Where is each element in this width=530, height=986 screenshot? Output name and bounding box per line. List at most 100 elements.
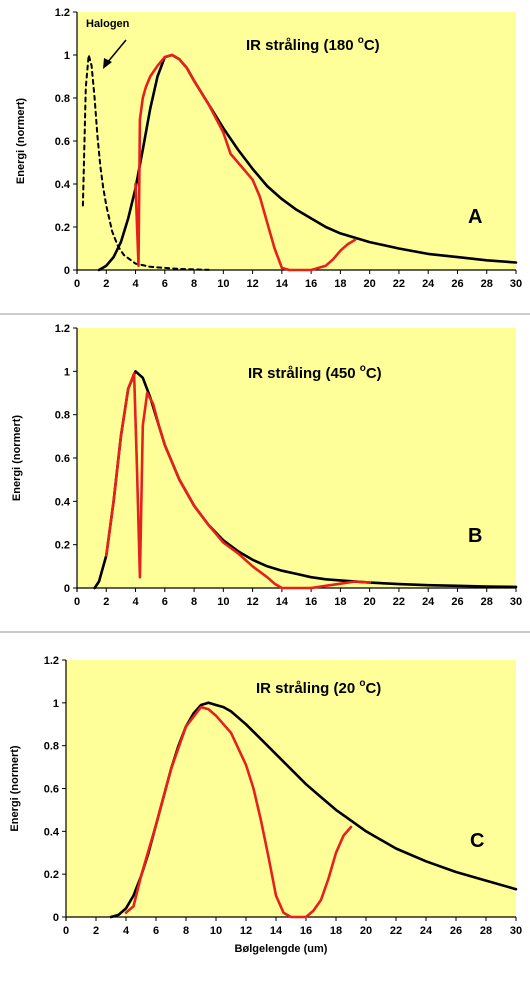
x-tick-label: 2 xyxy=(103,596,109,608)
y-tick-label: 0.8 xyxy=(55,93,70,105)
y-tick-label: 0.2 xyxy=(44,869,59,881)
y-tick-label: 0.8 xyxy=(55,410,70,422)
y-tick-label: 0.6 xyxy=(55,453,70,465)
x-tick-label: 6 xyxy=(162,596,168,608)
panel-title-text: IR stråling (450 xyxy=(248,365,360,382)
x-tick-label: 22 xyxy=(390,925,402,937)
absorption-series-line xyxy=(134,53,357,272)
panel-title-unit: C) xyxy=(366,365,382,382)
x-tick-label: 18 xyxy=(330,925,342,937)
absorption-series-line xyxy=(105,372,372,590)
x-tick-label: 30 xyxy=(510,925,522,937)
x-tick-label: 24 xyxy=(420,925,433,937)
y-axis-label: Energi (normert) xyxy=(9,745,21,832)
y-tick-label: 1 xyxy=(64,366,70,378)
x-tick-label: 0 xyxy=(63,925,69,937)
y-tick-label: 0.2 xyxy=(55,540,70,552)
x-tick-label: 22 xyxy=(393,278,405,290)
y-tick-label: 1.2 xyxy=(55,323,70,335)
panel-letter: B xyxy=(468,525,482,547)
x-tick-label: 14 xyxy=(276,278,289,290)
x-axis-label: Bølgelengde (um) xyxy=(235,943,328,955)
x-tick-label: 16 xyxy=(305,278,317,290)
y-tick-label: 0.4 xyxy=(44,826,60,838)
x-tick-label: 10 xyxy=(217,596,229,608)
x-tick-label: 22 xyxy=(393,596,405,608)
x-tick-label: 4 xyxy=(132,278,139,290)
y-tick-label: 0 xyxy=(64,583,70,595)
halogen-series-line xyxy=(81,54,210,271)
x-tick-label: 8 xyxy=(191,596,197,608)
x-tick-label: 12 xyxy=(246,278,258,290)
chart-panel-c: 00.20.40.60.811.20 2 4 6 8 10 12 14 16 18 20 22 24 26… xyxy=(9,655,522,955)
chart-panel-b: 00.20.40.60.811.20 2 4 6 8 10 12 14 16 18 20 22 24 26… xyxy=(11,323,522,608)
y-tick-label: 1.2 xyxy=(44,655,59,667)
x-tick-label: 26 xyxy=(450,925,462,937)
plot-area xyxy=(77,328,516,588)
panel-title-text: IR stråling (180 xyxy=(246,37,358,54)
annotation-arrow-head xyxy=(103,58,112,69)
plot-area xyxy=(77,12,516,270)
y-axis-label: Energi (normert) xyxy=(15,98,27,185)
y-tick-label: 1.2 xyxy=(55,7,70,19)
y-tick-label: 0.6 xyxy=(44,784,59,796)
x-tick-label: 18 xyxy=(334,596,346,608)
panel-title-text: IR stråling (20 xyxy=(256,680,359,697)
panel-title-superscript: o xyxy=(360,363,366,374)
y-tick-label: 0.4 xyxy=(55,179,71,191)
x-tick-label: 8 xyxy=(191,278,197,290)
x-tick-label: 0 xyxy=(74,596,80,608)
x-tick-label: 20 xyxy=(364,278,376,290)
x-tick-label: 30 xyxy=(510,596,522,608)
halogen-annotation: Halogen xyxy=(86,18,130,30)
plot-area xyxy=(66,660,516,917)
x-tick-label: 24 xyxy=(422,278,435,290)
y-tick-label: 1 xyxy=(64,50,70,62)
panel-title-superscript: o xyxy=(359,678,365,689)
x-tick-label: 10 xyxy=(210,925,222,937)
x-tick-label: 4 xyxy=(132,596,139,608)
y-tick-label: 0.6 xyxy=(55,136,70,148)
x-tick-label: 16 xyxy=(305,596,317,608)
y-tick-label: 0 xyxy=(53,912,59,924)
chart-panel-a: 00.20.40.60.811.20 2 4 6 8 10 12 14 16 18 20 22 24 26… xyxy=(15,7,522,290)
x-tick-label: 18 xyxy=(334,278,346,290)
panel-letter: A xyxy=(468,206,482,228)
x-tick-label: 26 xyxy=(451,596,463,608)
y-tick-label: 1 xyxy=(53,698,59,710)
x-tick-label: 28 xyxy=(480,925,492,937)
x-tick-label: 20 xyxy=(364,596,376,608)
panel-title: IR stråling (450 oC) xyxy=(248,363,382,382)
y-tick-label: 0.4 xyxy=(55,496,71,508)
x-tick-label: 12 xyxy=(246,596,258,608)
annotation-arrow-line xyxy=(106,39,127,64)
x-tick-label: 6 xyxy=(153,925,159,937)
y-tick-label: 0.8 xyxy=(44,741,59,753)
y-tick-label: 0.2 xyxy=(55,222,70,234)
panel-letter: C xyxy=(470,830,484,852)
x-tick-label: 24 xyxy=(422,596,435,608)
x-tick-label: 2 xyxy=(93,925,99,937)
panel-title: IR stråling (180 oC) xyxy=(246,35,380,54)
x-tick-label: 2 xyxy=(103,278,109,290)
x-tick-label: 30 xyxy=(510,278,522,290)
x-tick-label: 10 xyxy=(217,278,229,290)
absorption-series-line xyxy=(124,705,353,919)
y-tick-label: 0 xyxy=(64,265,70,277)
x-tick-label: 0 xyxy=(74,278,80,290)
x-tick-label: 8 xyxy=(183,925,189,937)
x-tick-label: 28 xyxy=(481,278,493,290)
x-tick-label: 4 xyxy=(123,925,130,937)
x-tick-label: 14 xyxy=(270,925,283,937)
panel-title-superscript: o xyxy=(358,35,364,46)
x-tick-label: 12 xyxy=(240,925,252,937)
x-tick-label: 28 xyxy=(481,596,493,608)
y-axis-label: Energi (normert) xyxy=(11,415,23,502)
x-tick-label: 26 xyxy=(451,278,463,290)
panel-title-unit: C) xyxy=(364,37,380,54)
x-tick-label: 20 xyxy=(360,925,372,937)
panel-title-unit: C) xyxy=(365,680,381,697)
x-tick-label: 16 xyxy=(300,925,312,937)
